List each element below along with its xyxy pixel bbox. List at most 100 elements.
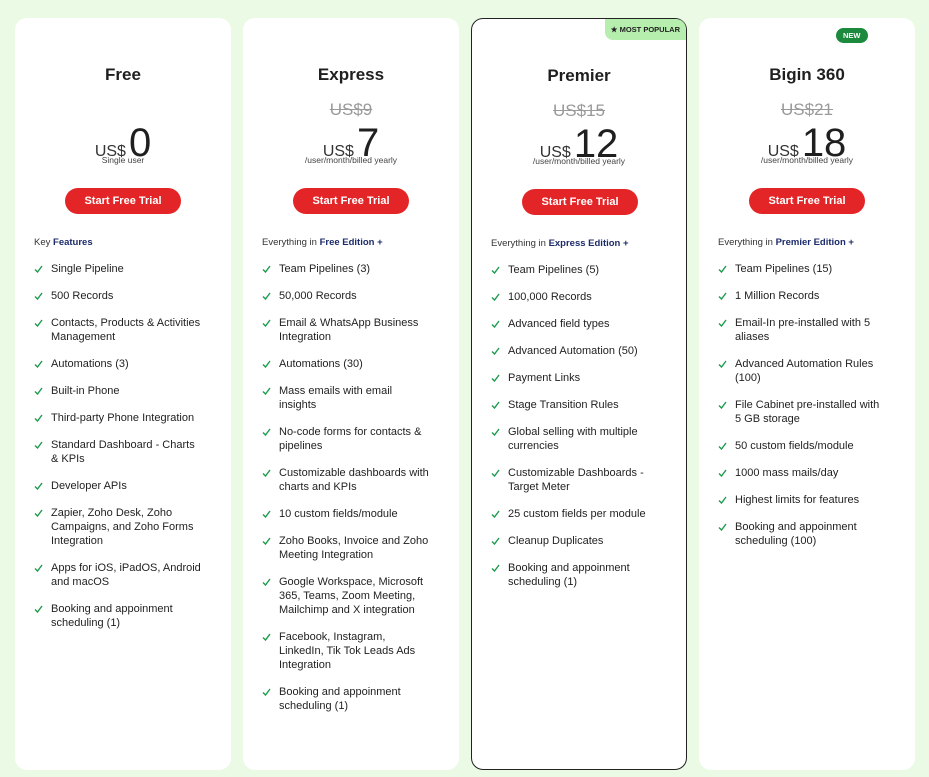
feature-item: 1 Million Records (718, 289, 888, 303)
feature-item: Team Pipelines (5) (491, 263, 661, 277)
check-icon (34, 509, 43, 517)
feature-item: Apps for iOS, iPadOS, Android and macOS (34, 561, 204, 589)
feature-item: Advanced Automation Rules (100) (718, 357, 888, 385)
feature-item: Automations (3) (34, 357, 204, 371)
plan-name: Bigin 360 (769, 65, 845, 84)
intro-emphasis: Free Edition + (319, 237, 383, 248)
feature-text: Booking and appoinment scheduling (1) (279, 686, 401, 712)
feature-text: Highest limits for features (735, 494, 860, 506)
check-icon (262, 292, 271, 300)
feature-text: Booking and appoinment scheduling (1) (508, 562, 630, 588)
feature-text: File Cabinet pre-installed with 5 GB sto… (735, 399, 880, 425)
feature-item: 50 custom fields/module (718, 439, 888, 453)
check-icon (718, 469, 727, 477)
feature-text: Advanced Automation (50) (508, 345, 638, 357)
feature-list: Team Pipelines (3) 50,000 Records Email & … (262, 262, 432, 726)
check-icon (491, 401, 500, 409)
feature-item: Booking and appoinment scheduling (1) (34, 602, 204, 630)
feature-item: 10 custom fields/module (262, 507, 432, 521)
plan-card: ★ MOST POPULAR Premier US$15 US$12/user/mon… (471, 18, 687, 770)
currency: US$ (94, 143, 126, 160)
feature-text: Single Pipeline (51, 263, 124, 275)
price-value: 0 (128, 121, 152, 165)
feature-item: Third-party Phone Integration (34, 411, 204, 425)
feature-item: Developer APIs (34, 479, 204, 493)
feature-text: 1 Million Records (735, 290, 820, 302)
feature-item: 100,000 Records (491, 290, 661, 304)
currency: US$ (322, 143, 354, 160)
feature-item: 1000 mass mails/day (718, 466, 888, 480)
feature-text: Team Pipelines (3) (279, 263, 371, 275)
intro-emphasis: Express Edition + (548, 238, 629, 249)
feature-text: Stage Transition Rules (508, 399, 619, 411)
feature-item: Customizable dashboards with charts and … (262, 466, 432, 494)
feature-text: Email & WhatsApp Business Integration (279, 317, 419, 343)
check-icon (34, 360, 43, 368)
plan-badge: NEW (836, 28, 868, 43)
feature-text: Zoho Books, Invoice and Zoho Meeting Int… (279, 535, 429, 561)
feature-item: Team Pipelines (3) (262, 262, 432, 276)
feature-text: Payment Links (508, 372, 581, 384)
feature-item: Single Pipeline (34, 262, 204, 276)
check-icon (718, 360, 727, 368)
check-icon (262, 578, 271, 586)
plan-card: Free US$0 Single user Start Free Trial Key F… (15, 18, 231, 770)
intro-prefix: Everything in (491, 238, 546, 249)
feature-text: Apps for iOS, iPadOS, Android and macOS (51, 562, 201, 588)
feature-item: 25 custom fields per module (491, 507, 661, 521)
trial-button[interactable]: Start Free Trial (522, 189, 638, 215)
feature-item: Highest limits for features (718, 493, 888, 507)
feature-item: Contacts, Products & Activities Manageme… (34, 316, 204, 344)
feature-item: Zoho Books, Invoice and Zoho Meeting Int… (262, 534, 432, 562)
plan-name: Express (317, 65, 385, 84)
feature-text: Customizable dashboards with charts and … (279, 467, 429, 493)
check-icon (34, 482, 43, 490)
feature-text: 1000 mass mails/day (735, 467, 839, 479)
feature-text: 50,000 Records (279, 290, 357, 302)
billing-period: /user/month/billed yearly (304, 155, 398, 165)
feature-text: Zapier, Zoho Desk, Zoho Campaigns, and Z… (51, 507, 194, 547)
feature-text: Standard Dashboard - Charts & KPIs (51, 439, 195, 465)
feature-list: Team Pipelines (5) 100,000 Records Advance… (491, 263, 661, 602)
check-icon (491, 320, 500, 328)
feature-text: No-code forms for contacts & pipelines (279, 426, 422, 452)
intro-prefix: Key (34, 237, 51, 248)
trial-button[interactable]: Start Free Trial (749, 188, 865, 214)
check-icon (491, 293, 500, 301)
feature-item: Zapier, Zoho Desk, Zoho Campaigns, and Z… (34, 506, 204, 548)
check-icon (262, 360, 271, 368)
feature-text: 100,000 Records (508, 291, 592, 303)
plan-name: Free (105, 65, 141, 84)
trial-button[interactable]: Start Free Trial (65, 188, 181, 214)
old-price: US$21 (781, 100, 833, 119)
trial-button[interactable]: Start Free Trial (293, 188, 409, 214)
check-icon (491, 374, 500, 382)
price: US$0 (15, 121, 231, 166)
check-icon (262, 319, 271, 327)
price: US$18 (699, 121, 915, 166)
check-icon (718, 523, 727, 531)
billing-period: Single user (101, 155, 145, 165)
feature-list: Single Pipeline 500 Records Contacts, Prod… (34, 262, 204, 643)
intro-prefix: Everything in (262, 237, 317, 248)
feature-text: Contacts, Products & Activities Manageme… (51, 317, 201, 343)
feature-text: Team Pipelines (15) (735, 263, 833, 275)
feature-list: Team Pipelines (15) 1 Million Records Emai… (718, 262, 888, 561)
check-icon (34, 564, 43, 572)
feature-text: Email-In pre-installed with 5 aliases (735, 317, 871, 343)
feature-item: Facebook, Instagram, LinkedIn, Tik Tok L… (262, 630, 432, 672)
feature-item: Booking and appoinment scheduling (1) (262, 685, 432, 713)
feature-text: Automations (3) (51, 358, 129, 370)
feature-item: Booking and appoinment scheduling (1) (491, 561, 661, 589)
old-price: US$9 (329, 100, 373, 119)
feature-item: Automations (30) (262, 357, 432, 371)
check-icon (491, 537, 500, 545)
intro-emphasis: Features (53, 237, 93, 248)
check-icon (718, 292, 727, 300)
check-icon (34, 414, 43, 422)
feature-text: Booking and appoinment scheduling (1) (51, 603, 173, 629)
check-icon (491, 510, 500, 518)
check-icon (491, 428, 500, 436)
feature-item: Payment Links (491, 371, 661, 385)
